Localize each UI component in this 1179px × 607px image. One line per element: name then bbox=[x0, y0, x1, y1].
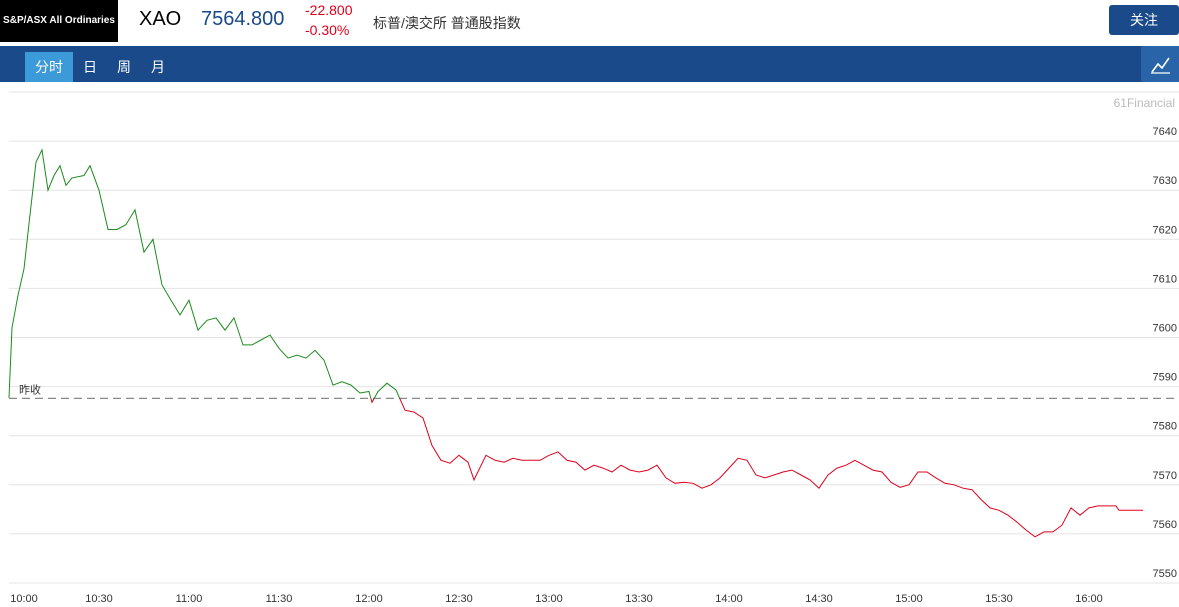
symbol: XAO bbox=[139, 8, 182, 30]
index-name: 标普/澳交所 普通股指数 bbox=[373, 15, 521, 31]
x-tick-label: 10:00 bbox=[10, 593, 38, 605]
header: S&P/ASX All Ordinaries XAO 7564.800 -22.… bbox=[0, 0, 1179, 42]
price: 7564.800 bbox=[201, 8, 285, 30]
x-tick-label: 10:30 bbox=[85, 593, 113, 605]
x-tick-label: 12:00 bbox=[355, 593, 383, 605]
change: -22.800 bbox=[305, 2, 353, 18]
y-tick-label: 7560 bbox=[1153, 519, 1177, 531]
x-tick-label: 15:00 bbox=[895, 593, 923, 605]
tab-bar: 分时 日 周 月 bbox=[0, 46, 1179, 82]
x-tick-label: 14:00 bbox=[715, 593, 743, 605]
chart-type-button[interactable] bbox=[1141, 46, 1179, 82]
x-tick-label: 11:00 bbox=[176, 593, 203, 605]
chart-icon bbox=[1151, 57, 1170, 74]
y-tick-label: 7610 bbox=[1153, 273, 1177, 285]
y-tick-label: 7620 bbox=[1153, 224, 1177, 236]
y-tick-label: 7580 bbox=[1153, 421, 1177, 433]
y-tick-label: 7630 bbox=[1153, 175, 1177, 187]
change-pct: -0.30% bbox=[305, 22, 350, 38]
x-tick-label: 14:30 bbox=[805, 593, 833, 605]
y-tick-label: 7600 bbox=[1153, 323, 1177, 335]
y-tick-label: 7590 bbox=[1153, 372, 1177, 384]
x-tick-label: 15:30 bbox=[985, 593, 1013, 605]
tab[interactable]: 分时 bbox=[25, 52, 73, 82]
tab[interactable]: 周 bbox=[117, 59, 131, 75]
price-line bbox=[8, 148, 401, 399]
chart: 61Financial 7550 7560 7570 7580 7590 7600 7610… bbox=[8, 91, 1179, 605]
tab[interactable]: 日 bbox=[83, 59, 97, 75]
x-tick-label: 16:00 bbox=[1075, 593, 1103, 605]
y-tick-label: 7640 bbox=[1153, 126, 1177, 138]
reference-label: 昨收 bbox=[19, 382, 41, 396]
y-tick-label: 7570 bbox=[1153, 470, 1177, 482]
x-tick-label: 11:30 bbox=[266, 593, 293, 605]
tab[interactable]: 月 bbox=[151, 59, 165, 75]
price-line bbox=[370, 398, 1143, 538]
x-tick-label: 12:30 bbox=[445, 593, 473, 605]
y-tick-label: 7550 bbox=[1153, 568, 1177, 580]
x-tick-label: 13:30 bbox=[625, 593, 653, 605]
watermark: 61Financial bbox=[1114, 96, 1175, 110]
logo: S&P/ASX All Ordinaries bbox=[0, 0, 118, 42]
follow-button[interactable]: 关注 bbox=[1109, 5, 1179, 35]
x-tick-label: 13:00 bbox=[535, 593, 563, 605]
